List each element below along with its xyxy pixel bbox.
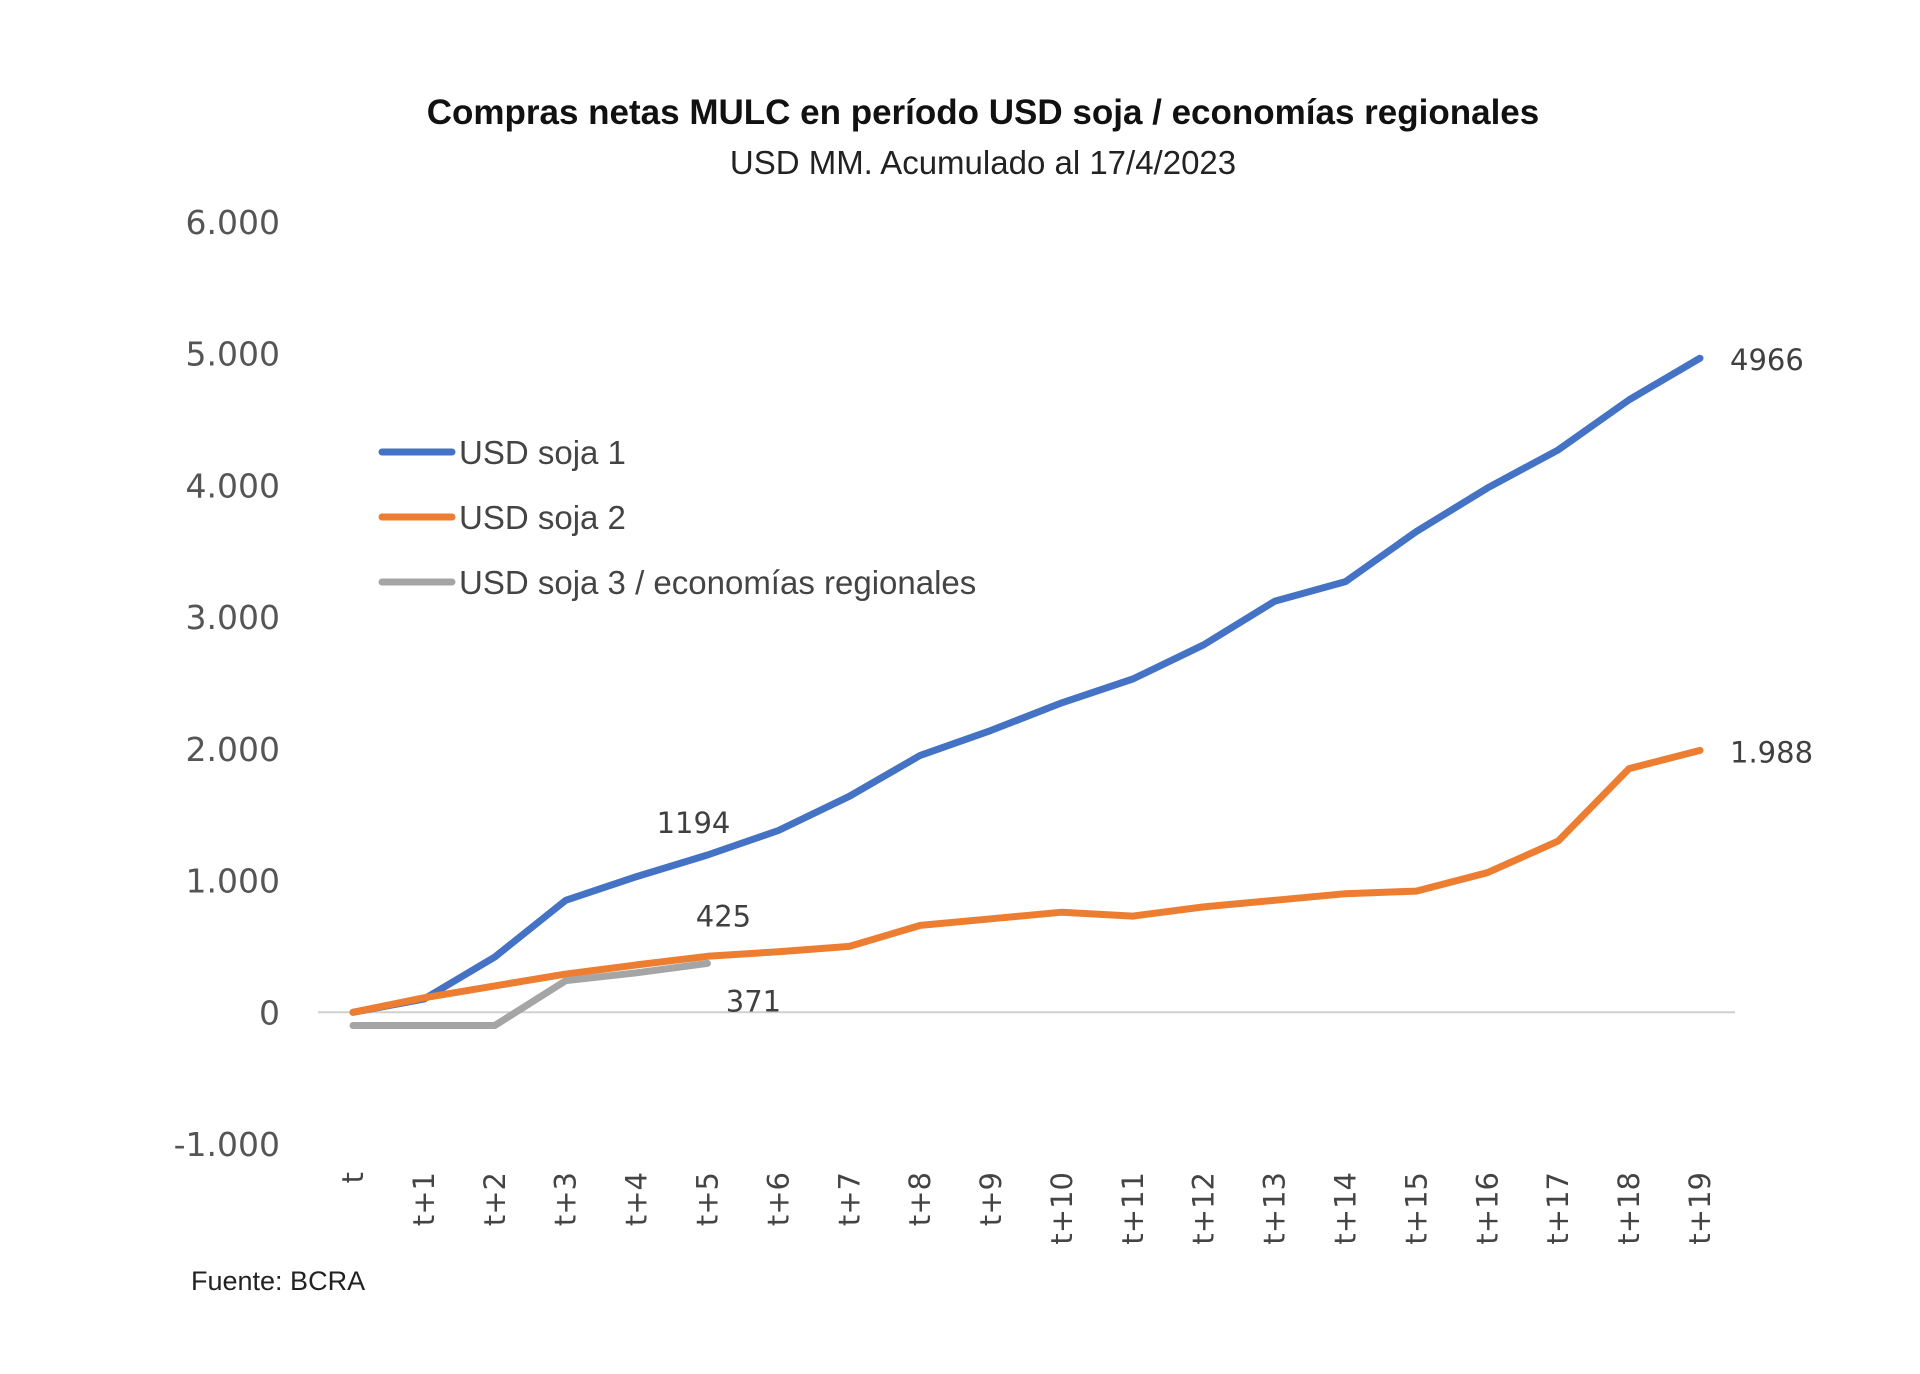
data-label: 1194 [657,806,731,840]
x-axis: t t+1 t+2 t+3 t+4 t+5 t+6 t+7 t+8 t+9 t+10 t+11 t+12… [336,1172,1717,1245]
x-tick-label: t+18 [1612,1172,1646,1245]
x-tick-label: t+13 [1258,1172,1292,1245]
chart-subtitle: USD MM. Acumulado al 17/4/2023 [730,144,1236,181]
x-tick-label: t+19 [1683,1172,1717,1245]
y-tick-label: 4.000 [186,466,280,505]
y-tick-label: 0 [259,993,280,1032]
source-note: Fuente: BCRA [191,1266,365,1296]
y-tick-label: 6.000 [186,203,280,242]
series-line-1 [349,354,1704,1016]
chart-title: Compras netas MULC en período USD soja /… [427,93,1539,132]
series-line-2 [349,746,1704,1016]
y-axis: 6.000 5.000 4.000 3.000 2.000 1.000 0 -1.000 [174,203,280,1164]
series-lines [349,354,1704,1029]
y-tick-label: 5.000 [186,335,280,374]
legend: USD soja 1 USD soja 2 USD soja 3 / economí… [378,434,976,601]
x-tick-label: t+4 [620,1172,654,1226]
x-tick-label: t+16 [1470,1172,1504,1245]
legend-label-2: USD soja 2 [459,499,626,536]
x-tick-label: t+9 [974,1172,1008,1226]
legend-label-1: USD soja 1 [459,434,626,471]
legend-label-3: USD soja 3 / economías regionales [459,564,976,601]
data-label: 371 [726,984,781,1018]
x-tick-label: t+6 [761,1172,795,1226]
x-tick-label: t+14 [1329,1172,1363,1245]
x-tick-label: t+7 [832,1172,866,1226]
x-tick-label: t+5 [690,1172,724,1226]
x-tick-label: t+11 [1116,1172,1150,1245]
x-tick-label: t+8 [903,1172,937,1226]
x-tick-label: t+2 [478,1172,512,1226]
x-tick-label: t+3 [549,1172,583,1226]
x-tick-label: t+17 [1541,1172,1575,1245]
data-label: 4966 [1730,343,1804,377]
y-tick-label: 3.000 [186,598,280,637]
data-labels: 1194 425 371 4966 1.988 [657,343,1813,1018]
x-tick-label: t+10 [1045,1172,1079,1245]
x-tick-label: t+15 [1399,1172,1433,1245]
y-tick-label: 2.000 [186,730,280,769]
x-tick-label: t [336,1172,370,1183]
y-tick-label: 1.000 [186,862,280,901]
data-label: 1.988 [1730,735,1813,769]
series-line-3 [349,959,711,1029]
x-tick-label: t+12 [1187,1172,1221,1245]
data-label: 425 [696,899,751,933]
x-tick-label: t+1 [407,1172,441,1226]
y-tick-label: -1.000 [174,1125,280,1164]
